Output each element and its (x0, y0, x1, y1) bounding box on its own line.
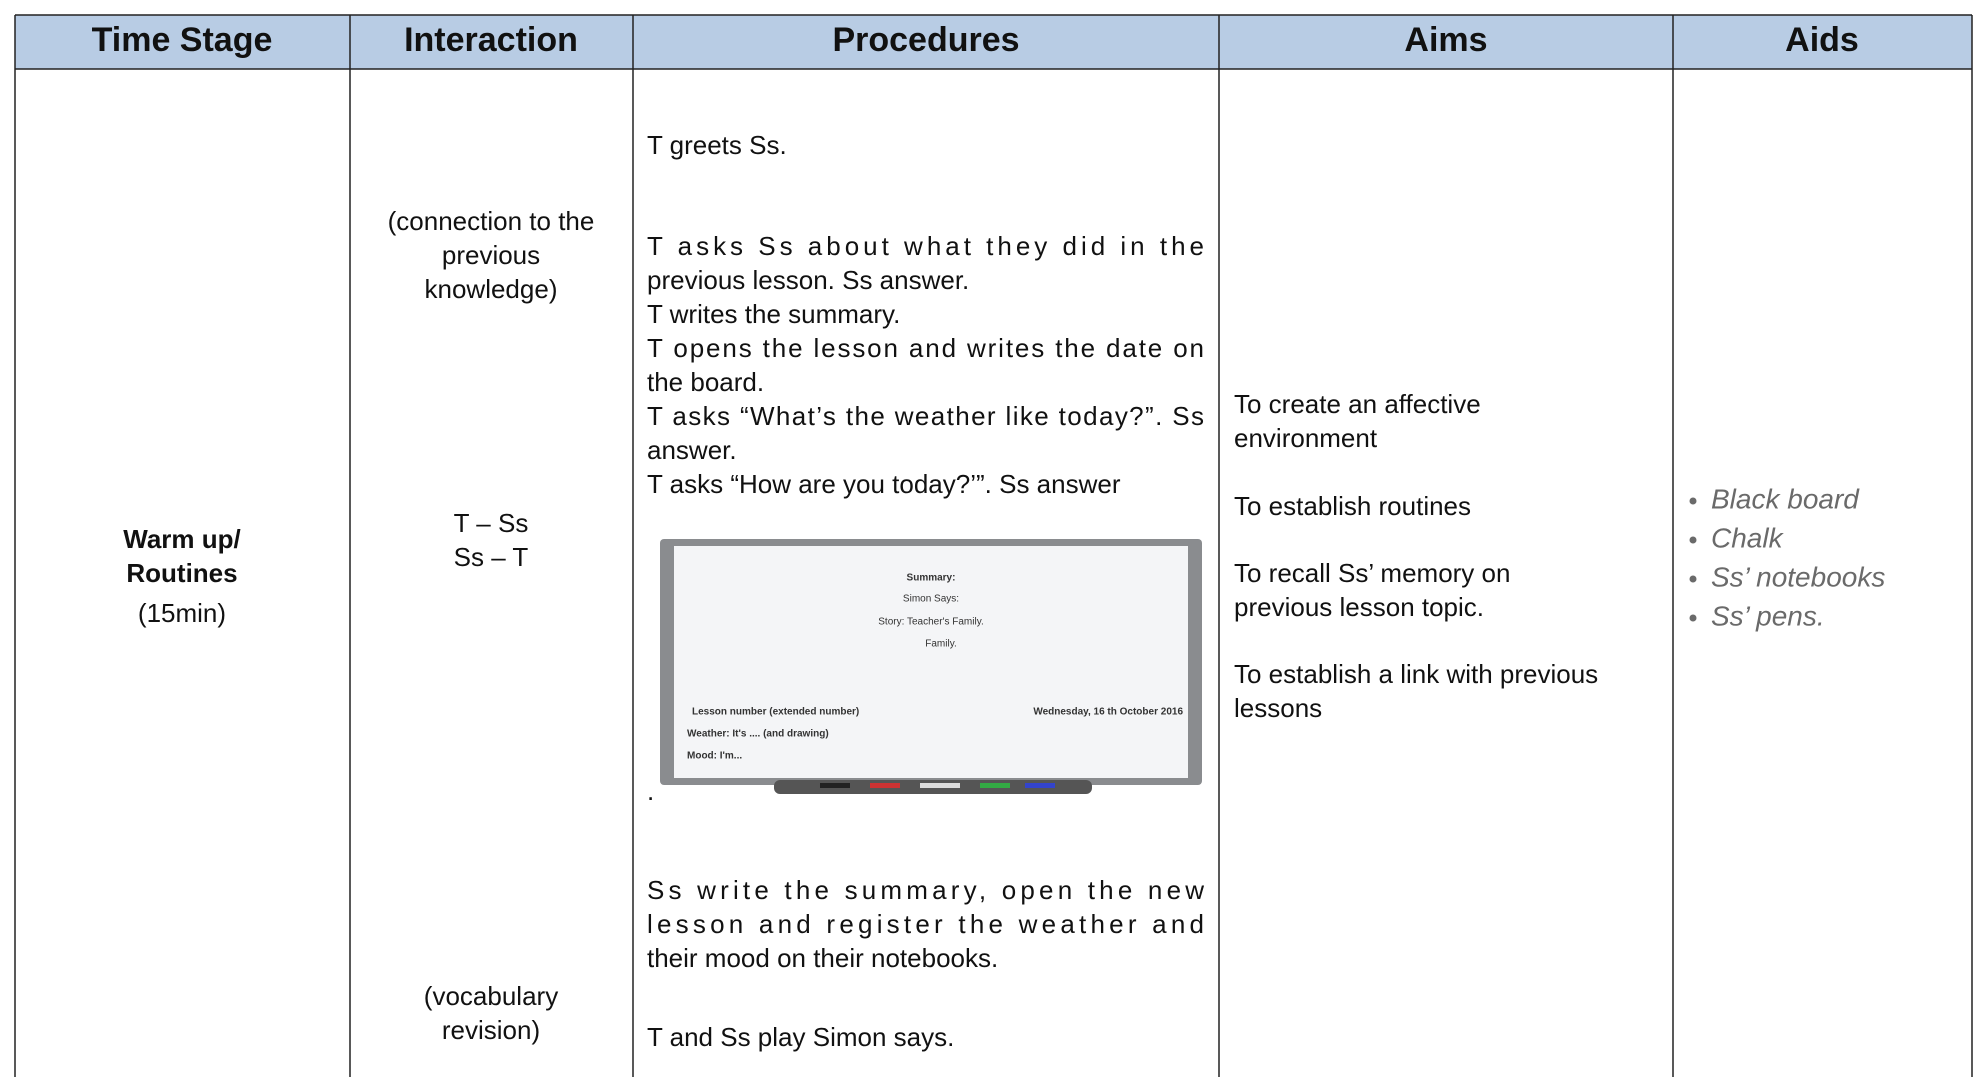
procedure-step: lesson and register the weather and (647, 909, 1204, 939)
bullet (1689, 575, 1697, 583)
eraser (920, 783, 960, 788)
aid: Chalk (1711, 522, 1785, 553)
procedure-step: T and Ss play Simon says. (647, 1022, 954, 1052)
procedure-step: T opens the lesson and writes the date o… (647, 333, 1204, 363)
procedure-step: answer. (647, 435, 737, 465)
board-text: Weather: It's .... (and drawing) (687, 729, 829, 740)
interaction-note: previous (442, 240, 540, 270)
interaction-note: (vocabulary (424, 981, 558, 1011)
procedure-step: previous lesson. Ss answer. (647, 265, 969, 295)
aim: lessons (1234, 693, 1322, 723)
aid: Ss’ pens. (1711, 600, 1825, 631)
board-surface (674, 546, 1188, 778)
procedure-step: T asks Ss about what they did in the (647, 231, 1204, 261)
procedure-step: T greets Ss. (647, 130, 787, 160)
pen (980, 783, 1010, 788)
bullet (1689, 614, 1697, 622)
procedure-step: Ss write the summary, open the new (647, 875, 1204, 905)
aim: previous lesson topic. (1234, 592, 1484, 622)
board-text: Wednesday, 16 th October 2016 (1033, 707, 1183, 718)
board-text: Summary: (907, 573, 956, 584)
duration: (15min) (138, 598, 226, 628)
time-stage: Warm up/ (123, 524, 240, 554)
time-stage: Routines (126, 558, 237, 588)
interaction-note: knowledge) (425, 274, 558, 304)
pen (870, 783, 900, 788)
header-cell: Procedures (832, 21, 1019, 59)
pen (820, 783, 850, 788)
board-text: Family. (925, 639, 956, 650)
board-text: Simon Says: (903, 594, 959, 605)
header-cell: Time Stage (92, 21, 273, 59)
aid: Black board (1711, 483, 1860, 514)
aim: To recall Ss’ memory on (1234, 558, 1510, 588)
interaction-pattern: Ss – T (454, 542, 529, 572)
header-cell: Aims (1404, 21, 1487, 59)
procedure-step: T asks “How are you today?’”. Ss answer (647, 469, 1121, 499)
board-dot: . (647, 776, 654, 806)
aid: Ss’ notebooks (1711, 561, 1885, 592)
board-text: Mood: I'm... (687, 751, 742, 762)
interaction-note: revision) (442, 1015, 540, 1045)
header-cell: Aids (1785, 21, 1859, 59)
aim: To establish routines (1234, 491, 1471, 521)
board-text: Story: Teacher's Family. (878, 617, 983, 628)
procedure-step: T asks “What’s the weather like today?”.… (647, 401, 1204, 431)
procedure-step: the board. (647, 367, 764, 397)
aim: To establish a link with previous (1234, 659, 1598, 689)
header-background (15, 15, 1972, 69)
interaction-note: (connection to the (388, 206, 595, 236)
aim: To create an affective (1234, 389, 1481, 419)
board-text: Lesson number (extended number) (692, 707, 859, 718)
interaction-pattern: T – Ss (454, 508, 529, 538)
aim: environment (1234, 423, 1378, 453)
pen (1025, 783, 1055, 788)
bullet (1689, 536, 1697, 544)
whiteboard (660, 539, 1202, 794)
header-cell: Interaction (404, 21, 578, 59)
procedure-step: their mood on their notebooks. (647, 943, 998, 973)
bullet (1689, 497, 1697, 505)
procedure-step: T writes the summary. (647, 299, 900, 329)
